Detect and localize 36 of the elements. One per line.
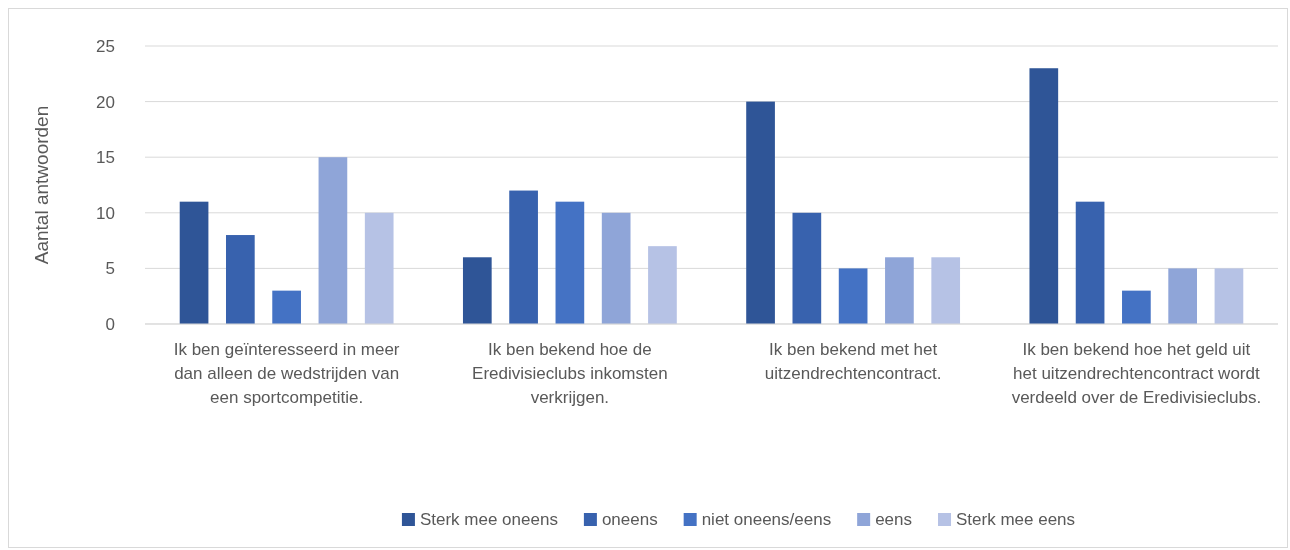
bar [318,157,348,324]
legend-label: Sterk mee eens [956,510,1076,529]
x-tick-label: Ik ben geïnteresseerd in meer dan alleen de wedstrijden van een sportcompetitie. [173,340,400,407]
bar [885,257,914,324]
x-tick-label: Ik ben bekend hoe het geld uit het uitzendrechtencontract wordt verdeeld over de Eredivisieclubs. [1011,340,1262,407]
y-tick-label: 10 [96,203,115,223]
bar [226,235,255,324]
bar [931,257,961,324]
y-tick-label: 5 [105,259,115,279]
bar [1122,290,1151,324]
bar [648,246,677,324]
y-axis-title: Aantal antwoorden [31,105,52,265]
x-tick-label: Ik ben bekend met het uitzendrechtencontract. [764,340,942,383]
bar [179,201,209,324]
legend-label: Sterk mee oneens [419,510,558,529]
bar [792,212,822,324]
legend-label: oneens [601,510,658,529]
y-tick-label: 15 [96,148,115,168]
legend-label: niet oneens/eens [701,510,832,529]
bar [1168,268,1198,324]
bar [555,201,585,324]
bar [364,212,394,324]
bar [1029,68,1059,324]
bar [601,212,631,324]
bar [746,101,775,324]
legend-label: eens [875,510,913,529]
bar [838,268,868,324]
y-tick-label: 0 [105,314,115,334]
x-tick-label: Ik ben bekend hoe de Eredivisieclubs inkomsten verkrijgen. [472,340,668,407]
bar [462,257,492,324]
y-tick-label: 20 [96,92,115,112]
bar [509,190,538,324]
bar [1214,268,1244,324]
bar [1075,201,1105,324]
bar [272,290,301,324]
y-tick-label: 25 [96,36,115,56]
